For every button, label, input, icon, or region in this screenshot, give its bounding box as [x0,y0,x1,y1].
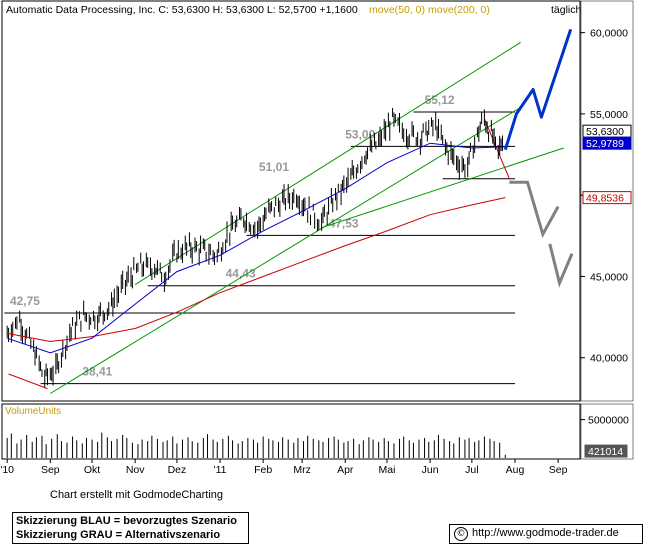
x-tick-label: Jun [422,464,439,476]
volume-panel [1,403,581,460]
level-label: 53,00 [345,127,375,141]
x-tick-label: Apr [337,464,354,476]
price-tag-label: 49,8536 [586,193,624,205]
price-panel [1,0,581,402]
chart-credit: Chart erstellt mit GodmodeCharting [50,489,224,501]
y-tick-label: 40,0000 [590,353,628,365]
source-url[interactable]: http://www.godmode-trader.de [472,527,619,539]
volume-panel-label: VolumeUnits [5,406,61,417]
interval-label: täglich [551,4,582,16]
source-link[interactable]: © http://www.godmode-trader.de [449,524,643,544]
volume-last-label: 421014 [588,446,623,458]
ma50-line [7,142,506,354]
ma200-label: move(200, 0) [428,4,490,16]
volume-tick-label: 5000000 [588,415,629,427]
x-tick-label: Nov [126,464,145,476]
ma50-label: move(50, 0) [369,4,425,16]
x-tick-label: Jul [465,464,478,476]
x-tick-label: '10 [0,464,14,476]
level-label: 42,75 [10,294,40,308]
y-tick-label: 55,0000 [590,109,628,121]
x-tick-label: Okt [84,464,100,476]
support-line [321,147,564,229]
x-tick-label: Mrz [293,464,311,476]
level-label: 47,53 [329,216,359,230]
x-tick-label: Mai [379,464,396,476]
scenario-gray-path [509,180,560,239]
ma200-red-early [8,373,48,390]
x-tick-label: Sep [41,464,60,476]
legend-gray-scenario: Skizzierung GRAU = Alternativszenario [16,529,221,541]
x-tick-label: Feb [254,464,272,476]
x-tick-label: '11 [214,464,227,476]
scenario-legend: Skizzierung BLAU = bevorzugtes Szenario … [12,512,249,544]
ma200-line [7,197,506,343]
x-tick-label: Aug [506,464,525,476]
short-down [483,118,510,180]
scenario-gray-path-2 [548,243,574,288]
y-tick-label: 45,0000 [590,271,628,283]
price-tag-label: 52,9789 [586,138,624,150]
volume-last-box [584,444,628,458]
copyright-icon: © [454,527,468,541]
channel-lower [50,106,521,394]
chart-title: Automatic Data Processing, Inc. C: 53,63… [6,4,358,16]
price-tag-box [582,191,632,205]
channel-upper [134,41,521,286]
price-tag-label: 53,6300 [586,126,624,138]
price-tag-box [582,136,632,150]
y-tick-label: 60,0000 [590,28,628,40]
level-label: 44,43 [226,267,256,281]
level-label: 38,41 [82,365,112,379]
legend-blue-scenario: Skizzierung BLAU = bevorzugtes Szenario [16,515,237,527]
x-tick-label: Sep [549,464,568,476]
x-tick-label: Dez [168,464,187,476]
scenario-blue-path [503,28,573,151]
level-label: 55,12 [425,93,455,107]
level-label: 51,01 [259,160,289,174]
